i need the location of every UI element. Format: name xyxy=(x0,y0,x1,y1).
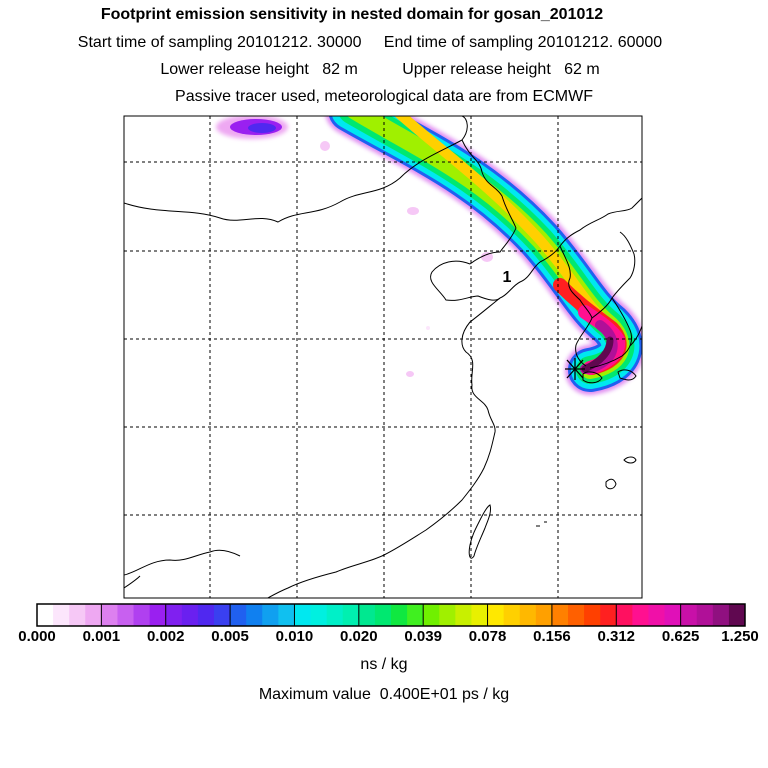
colorbar-swatch xyxy=(358,604,376,626)
colorbar-swatch xyxy=(37,604,54,626)
colorbar-swatch xyxy=(310,604,328,626)
colorbar-swatch xyxy=(471,604,489,626)
colorbar-swatch xyxy=(664,604,682,626)
colorbar-frame xyxy=(36,603,746,627)
maximum-value: Maximum value 0.400E+01 ps / kg xyxy=(258,686,510,703)
plot-title: Footprint emission sensitivity in nested… xyxy=(100,6,604,23)
receptor-star-icon xyxy=(565,358,585,380)
colorbar-tick-label: 0.002 xyxy=(146,628,185,645)
colorbar-swatch xyxy=(197,604,215,626)
colorbar-tick-label: 0.000 xyxy=(18,628,56,645)
colorbar-swatch xyxy=(600,604,617,626)
colorbar-swatch xyxy=(648,604,666,626)
colorbar-swatch xyxy=(374,604,392,626)
colorbar-swatch xyxy=(165,604,183,626)
coastlines xyxy=(124,116,642,598)
colorbar-swatch xyxy=(712,604,730,626)
colorbar-swatch xyxy=(616,604,633,626)
colorbar-swatch xyxy=(535,604,553,626)
colorbar-swatch xyxy=(391,604,408,626)
colorbar-swatch xyxy=(214,604,231,626)
colorbar-swatch xyxy=(101,604,118,626)
colorbar-swatch xyxy=(632,604,649,626)
colorbar-swatch xyxy=(294,604,312,626)
grid-lines xyxy=(124,116,642,598)
colorbar-swatch xyxy=(278,604,295,626)
colorbar-swatch xyxy=(551,604,569,626)
colorbar-tick-label: 0.625 xyxy=(661,628,700,645)
colorbar-swatch xyxy=(568,604,585,626)
colorbar-swatch xyxy=(455,604,472,626)
colorbar-tick-label: 0.078 xyxy=(468,628,507,645)
footprint-plume xyxy=(325,116,642,395)
colorbar-swatch xyxy=(584,604,601,626)
colorbar-swatch xyxy=(230,604,247,626)
colorbar xyxy=(36,603,746,627)
colorbar-unit: ns / kg xyxy=(360,656,408,673)
receptor-label: 1 xyxy=(503,269,512,286)
colorbar-swatch xyxy=(696,604,714,626)
colorbar-tick-label: 0.312 xyxy=(597,628,636,645)
colorbar-swatch xyxy=(69,604,86,626)
map-frame xyxy=(123,115,643,599)
colorbar-tick-label: 0.005 xyxy=(211,628,249,645)
colorbar-swatch xyxy=(117,604,135,626)
colorbar-swatch xyxy=(680,604,698,626)
colorbar-swatch xyxy=(487,604,505,626)
colorbar-swatch xyxy=(407,604,424,626)
colorbar-swatch xyxy=(53,604,70,626)
colorbar-tick-label: 0.039 xyxy=(404,628,442,645)
colorbar-swatch xyxy=(262,604,279,626)
tracer-info-line: Passive tracer used, meteorological data… xyxy=(175,88,593,105)
colorbar-swatch xyxy=(439,604,456,626)
colorbar-swatch xyxy=(133,604,151,626)
footprint-patches xyxy=(216,116,493,377)
colorbar-tick-label: 0.156 xyxy=(533,628,571,645)
colorbar-swatch xyxy=(149,604,167,626)
colorbar-swatch xyxy=(423,604,440,626)
colorbar-tick-label: 0.001 xyxy=(82,628,121,645)
colorbar-swatch xyxy=(342,604,360,626)
colorbar-swatch xyxy=(326,604,344,626)
colorbar-swatch xyxy=(85,604,102,626)
colorbar-swatch xyxy=(728,604,746,626)
release-height-line: Lower release height 82 m Upper release … xyxy=(160,61,600,78)
colorbar-tick-label: 1.250 xyxy=(721,628,759,645)
colorbar-swatch xyxy=(181,604,199,626)
colorbar-swatch xyxy=(503,604,521,626)
sampling-time-line: Start time of sampling 20101212. 30000 E… xyxy=(77,34,663,51)
colorbar-swatch xyxy=(246,604,263,626)
colorbar-swatch xyxy=(519,604,537,626)
colorbar-tick-label: 0.010 xyxy=(275,628,314,645)
colorbar-tick-label: 0.020 xyxy=(340,628,378,645)
